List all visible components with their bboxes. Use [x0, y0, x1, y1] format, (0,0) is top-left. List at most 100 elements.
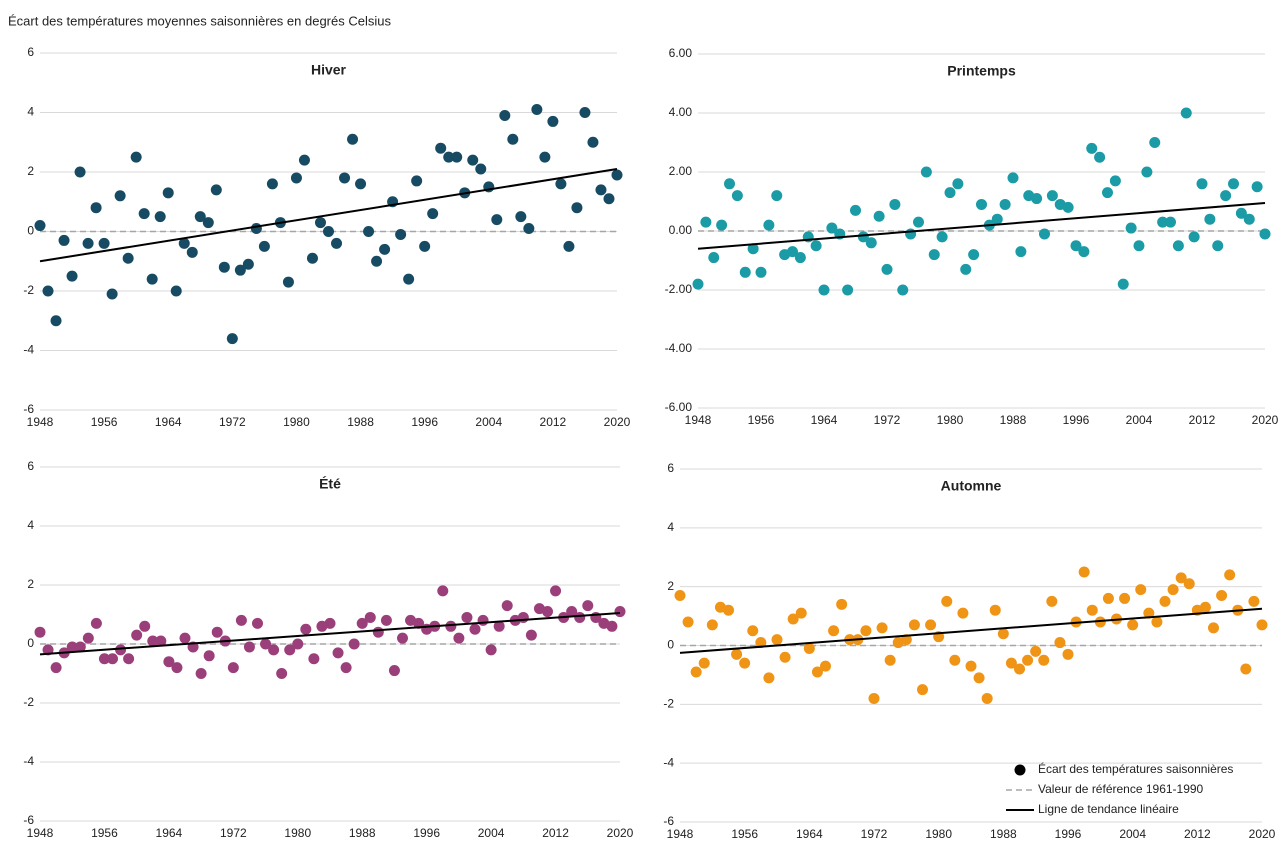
data-point	[419, 240, 431, 252]
legend-label: Valeur de référence 1961-1990	[1038, 782, 1204, 796]
data-point	[284, 644, 296, 656]
data-point	[1039, 228, 1050, 240]
data-point	[1038, 654, 1050, 666]
data-point	[74, 166, 86, 178]
data-point	[755, 637, 767, 649]
data-point	[453, 632, 465, 644]
data-point	[523, 223, 535, 235]
data-point	[242, 258, 254, 270]
data-point	[928, 249, 940, 261]
data-point	[1094, 151, 1106, 163]
y-tick-label: -4	[23, 754, 34, 768]
data-point	[976, 198, 987, 210]
data-point	[363, 226, 375, 237]
data-point	[210, 184, 222, 196]
data-point	[395, 228, 407, 240]
data-point	[66, 270, 78, 282]
data-point	[876, 622, 888, 634]
data-point	[276, 668, 288, 679]
data-point	[339, 172, 351, 184]
data-point	[1235, 207, 1247, 219]
data-point	[1224, 569, 1236, 581]
data-point	[1062, 201, 1074, 213]
data-point	[606, 620, 618, 632]
data-point	[170, 285, 182, 297]
data-point	[411, 175, 423, 187]
data-point	[82, 237, 94, 249]
data-point	[90, 202, 102, 214]
data-point	[850, 204, 861, 216]
data-point	[122, 252, 134, 264]
x-tick-label: 1964	[155, 415, 182, 429]
y-tick-label: -4.00	[665, 341, 693, 355]
data-point	[1062, 648, 1074, 660]
data-point	[107, 653, 118, 665]
data-point	[820, 660, 831, 672]
data-point	[131, 629, 143, 641]
data-point	[868, 692, 880, 704]
data-point	[1243, 213, 1255, 225]
x-tick-label: 2004	[478, 826, 505, 840]
data-point	[356, 617, 368, 629]
x-tick-label: 1996	[413, 826, 440, 840]
data-point	[139, 620, 151, 632]
data-point	[195, 668, 207, 679]
data-point	[211, 626, 223, 638]
x-tick-label: 2020	[1252, 413, 1279, 427]
x-tick-label: 1972	[220, 826, 247, 840]
x-tick-label: 1988	[990, 827, 1017, 841]
data-point	[611, 169, 623, 181]
data-point	[226, 333, 238, 345]
legend-label: Écart des températures saisonnières	[1038, 761, 1233, 776]
data-point	[555, 178, 567, 190]
data-point	[723, 604, 734, 616]
data-point	[34, 626, 46, 638]
x-tick-label: 2020	[604, 415, 631, 429]
data-point	[298, 154, 310, 166]
y-tick-label: -6	[23, 402, 34, 416]
data-point	[266, 178, 278, 190]
data-point	[1133, 240, 1145, 252]
data-point	[1109, 175, 1121, 187]
data-point	[507, 133, 519, 145]
data-point	[614, 606, 626, 618]
data-point	[123, 653, 135, 665]
data-point	[913, 216, 924, 228]
y-tick-label: -2	[663, 697, 674, 711]
data-point	[739, 266, 751, 278]
data-point	[810, 240, 822, 252]
y-tick-label: 2	[27, 577, 34, 591]
data-point	[925, 619, 937, 631]
y-tick-label: 0	[667, 638, 674, 652]
data-point	[747, 625, 759, 637]
data-point	[98, 237, 110, 249]
data-point	[292, 638, 304, 650]
data-point	[700, 216, 712, 228]
data-point	[1196, 178, 1208, 190]
data-point	[999, 198, 1011, 210]
data-point	[1159, 595, 1171, 607]
data-point	[1031, 193, 1043, 205]
data-point	[1175, 572, 1187, 584]
data-point	[811, 666, 823, 678]
data-point	[517, 611, 529, 623]
data-point	[787, 246, 798, 258]
x-tick-label: 1964	[156, 826, 183, 840]
data-point	[1078, 246, 1090, 258]
data-point	[724, 178, 735, 190]
y-tick-label: 6.00	[669, 46, 693, 60]
data-point	[957, 607, 969, 619]
x-tick-label: 1996	[411, 415, 438, 429]
data-point	[917, 684, 928, 696]
data-point	[50, 662, 62, 674]
data-point	[364, 611, 376, 623]
data-point	[162, 187, 174, 199]
data-point	[1005, 657, 1017, 669]
data-point	[763, 672, 775, 684]
data-point	[194, 211, 206, 223]
data-point	[1188, 231, 1200, 243]
x-tick-label: 1956	[91, 826, 118, 840]
data-point	[960, 263, 972, 275]
